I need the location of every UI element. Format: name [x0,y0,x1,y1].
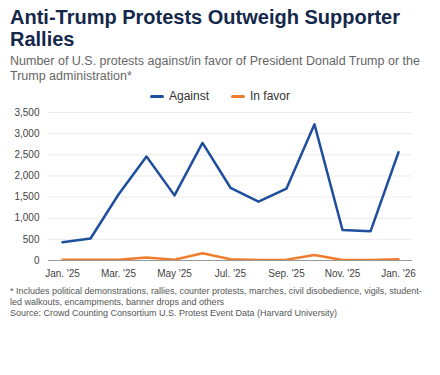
svg-text:Jan. '26: Jan. '26 [381,268,416,279]
svg-text:3,000: 3,000 [14,128,39,139]
html-text:In favor: In favor [250,89,290,103]
svg-text:Sep. '25: Sep. '25 [268,268,305,279]
svg-text:3,500: 3,500 [14,107,39,118]
svg-text:Nov. '25: Nov. '25 [325,268,361,279]
svg-text:May '25: May '25 [157,268,192,279]
svg-text:0: 0 [34,255,40,266]
svg-text:Mar. '25: Mar. '25 [101,268,137,279]
html-text:Anti-Trump Protests Outweigh S: Anti-Trump Protests Outweigh Supporter R… [10,6,400,50]
svg-text:1,000: 1,000 [14,212,39,223]
html-text:* Includes political demonstra: * Includes political demonstrations, ral… [10,286,422,307]
svg-text:500: 500 [23,234,40,245]
svg-text:Jul. '25: Jul. '25 [215,268,247,279]
svg-text:2,000: 2,000 [14,170,39,181]
html-text:Against: Against [169,89,209,103]
html-text:Source: Crowd Counting Consort: Source: Crowd Counting Consortium U.S. P… [10,308,338,318]
svg-text:Jan. '25: Jan. '25 [45,268,80,279]
html-text:Number of U.S. protests agains: Number of U.S. protests against/in favor… [10,54,420,83]
svg-text:1,500: 1,500 [14,191,39,202]
svg-text:2,500: 2,500 [14,149,39,160]
